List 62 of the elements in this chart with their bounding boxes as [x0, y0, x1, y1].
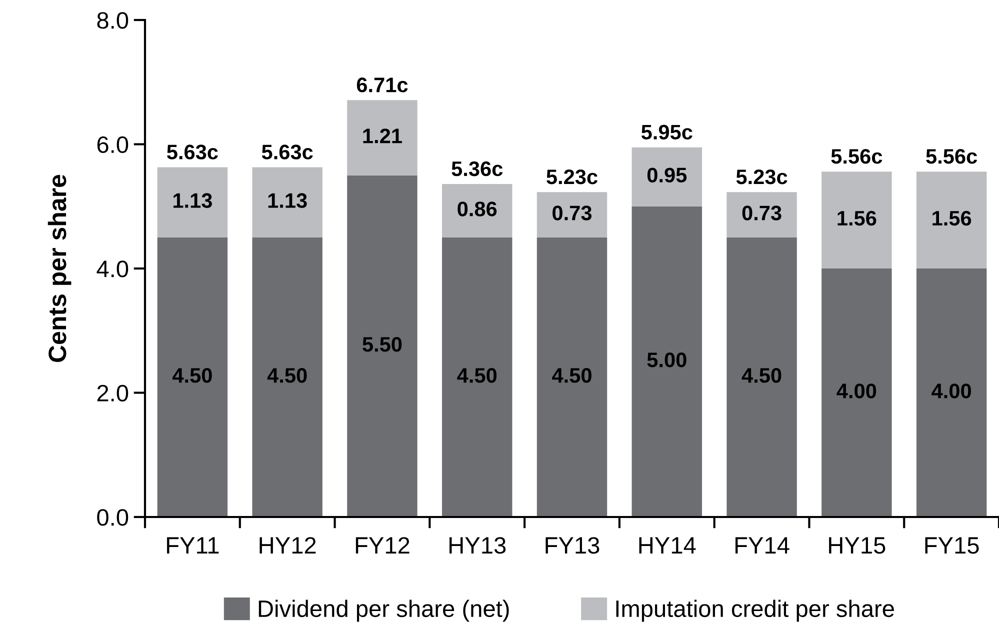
bar [536, 237, 608, 517]
y-tick-label: 8.0 [97, 12, 128, 29]
total-label: 5.23c [736, 169, 788, 184]
data-label: 5.50 [362, 336, 402, 352]
x-tick-label: HY14 [639, 537, 696, 554]
x-tick-label: FY11 [167, 537, 219, 554]
data-label: 1.56 [932, 210, 972, 226]
x-tick-label: HY12 [260, 537, 316, 554]
bar [916, 268, 987, 517]
data-label: 0.95 [647, 168, 687, 182]
total-label: 5.56c [831, 148, 882, 164]
data-label: 1.13 [268, 193, 307, 208]
y-tick-label: 4.0 [96, 260, 128, 278]
data-label: 1.21 [363, 128, 402, 144]
x-tick-label: FY13 [546, 537, 600, 554]
bar [726, 237, 797, 517]
bar [632, 206, 702, 517]
data-label: 1.13 [173, 193, 212, 208]
data-label: 4.50 [172, 368, 212, 383]
data-label: 1.56 [838, 210, 876, 226]
bar [347, 100, 418, 176]
data-label: 4.50 [742, 368, 782, 383]
total-label: 5.56c [926, 148, 978, 164]
x-tick-label: FY15 [925, 537, 979, 554]
bar [632, 147, 702, 206]
total-label: 5.95c [641, 124, 692, 140]
x-tick-label: HY13 [450, 537, 506, 554]
legend-label: Dividend per share (net) [258, 600, 509, 622]
y-tick-label: 0.0 [97, 509, 128, 526]
x-tick-label: FY12 [356, 537, 410, 554]
bar [822, 268, 892, 517]
y-axis-title: Cents per share [48, 174, 72, 362]
data-label: 0.86 [458, 202, 497, 216]
bar [916, 172, 987, 268]
data-label: 4.50 [267, 368, 307, 383]
bar [442, 184, 512, 238]
bar [536, 192, 608, 238]
data-label: 4.50 [552, 368, 592, 383]
y-tick-label: 2.0 [97, 384, 128, 402]
y-tick-label: 6.0 [97, 136, 128, 154]
total-label: 5.63c [262, 144, 313, 160]
data-label: 4.00 [932, 384, 971, 398]
total-label: 6.71c [356, 78, 408, 92]
bar [726, 192, 797, 238]
data-label: 5.00 [647, 352, 686, 368]
bar [157, 167, 228, 238]
data-label: 4.00 [836, 384, 876, 398]
x-tick-label: FY14 [736, 537, 790, 554]
total-label: 5.36c [452, 161, 503, 176]
bar [822, 172, 892, 268]
bar [252, 167, 322, 238]
data-label: 4.50 [457, 368, 497, 383]
x-tick-label: HY15 [829, 537, 886, 554]
bar [157, 237, 228, 517]
total-label: 5.63c [167, 144, 218, 160]
data-label: 0.73 [552, 206, 592, 220]
bar [347, 175, 418, 517]
data-label: 0.73 [742, 206, 782, 220]
bar [442, 237, 512, 517]
legend-label: Imputation credit per share [616, 600, 894, 622]
bar [252, 237, 322, 517]
total-label: 5.23c [546, 169, 598, 184]
